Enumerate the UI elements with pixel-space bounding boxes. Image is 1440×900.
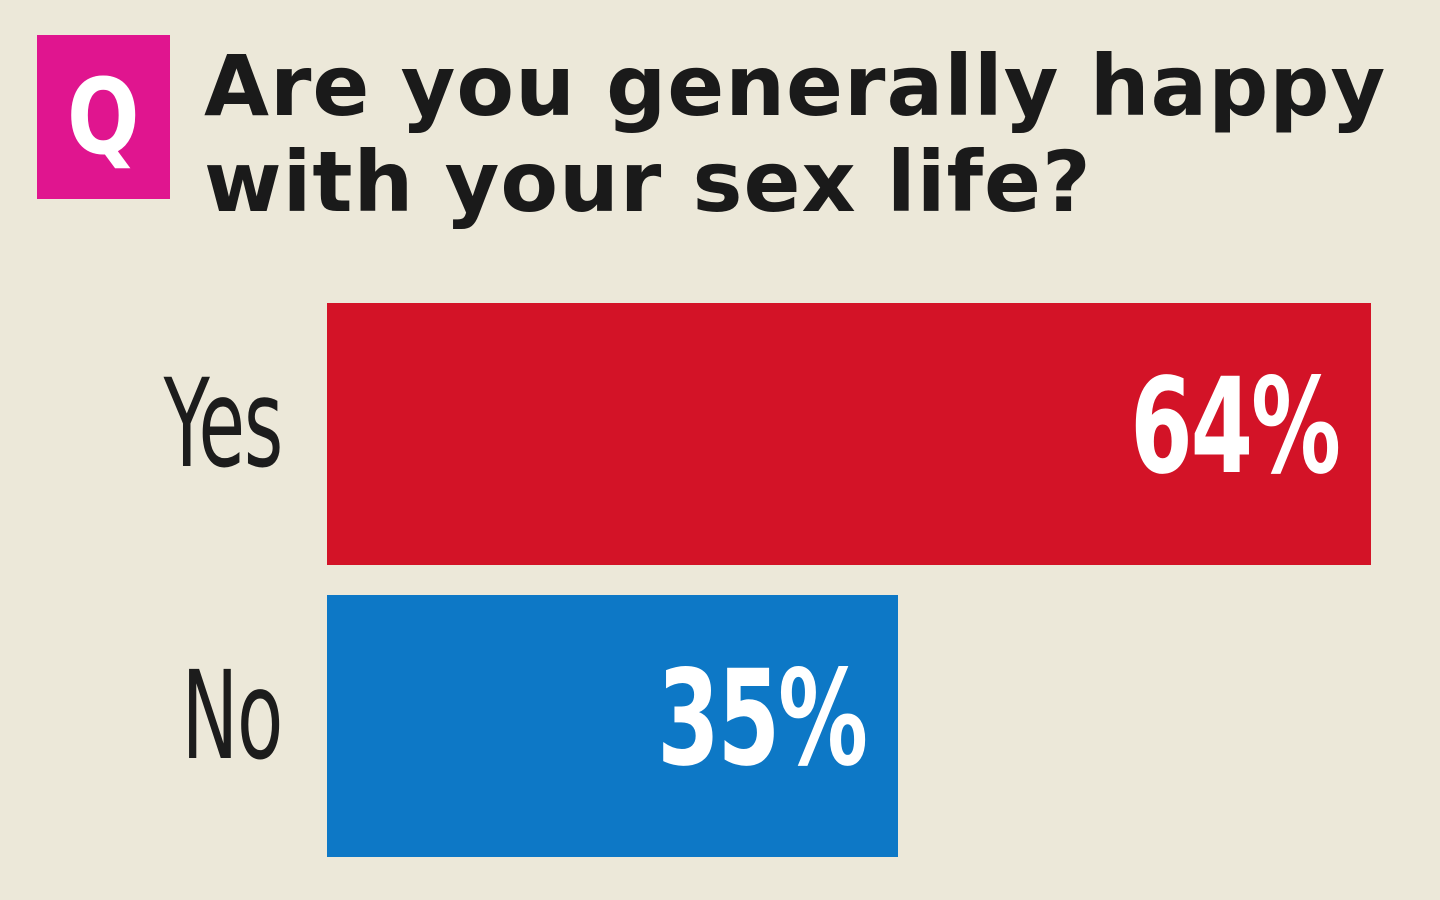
category-label-yes: Yes bbox=[163, 353, 284, 495]
bar-value-label-no: 35% bbox=[657, 642, 868, 796]
bar-yes bbox=[327, 303, 1371, 565]
question-title: Are you generally happy with your sex li… bbox=[204, 38, 1404, 230]
category-label-no: No bbox=[181, 645, 284, 787]
question-line-2: with your sex life? bbox=[204, 133, 1092, 231]
bar-no bbox=[327, 595, 898, 857]
question-badge: Q bbox=[37, 35, 170, 199]
question-badge-letter: Q bbox=[67, 56, 140, 178]
question-line-1: Are you generally happy bbox=[204, 37, 1387, 135]
bar-value-label-yes: 64% bbox=[1130, 350, 1341, 504]
